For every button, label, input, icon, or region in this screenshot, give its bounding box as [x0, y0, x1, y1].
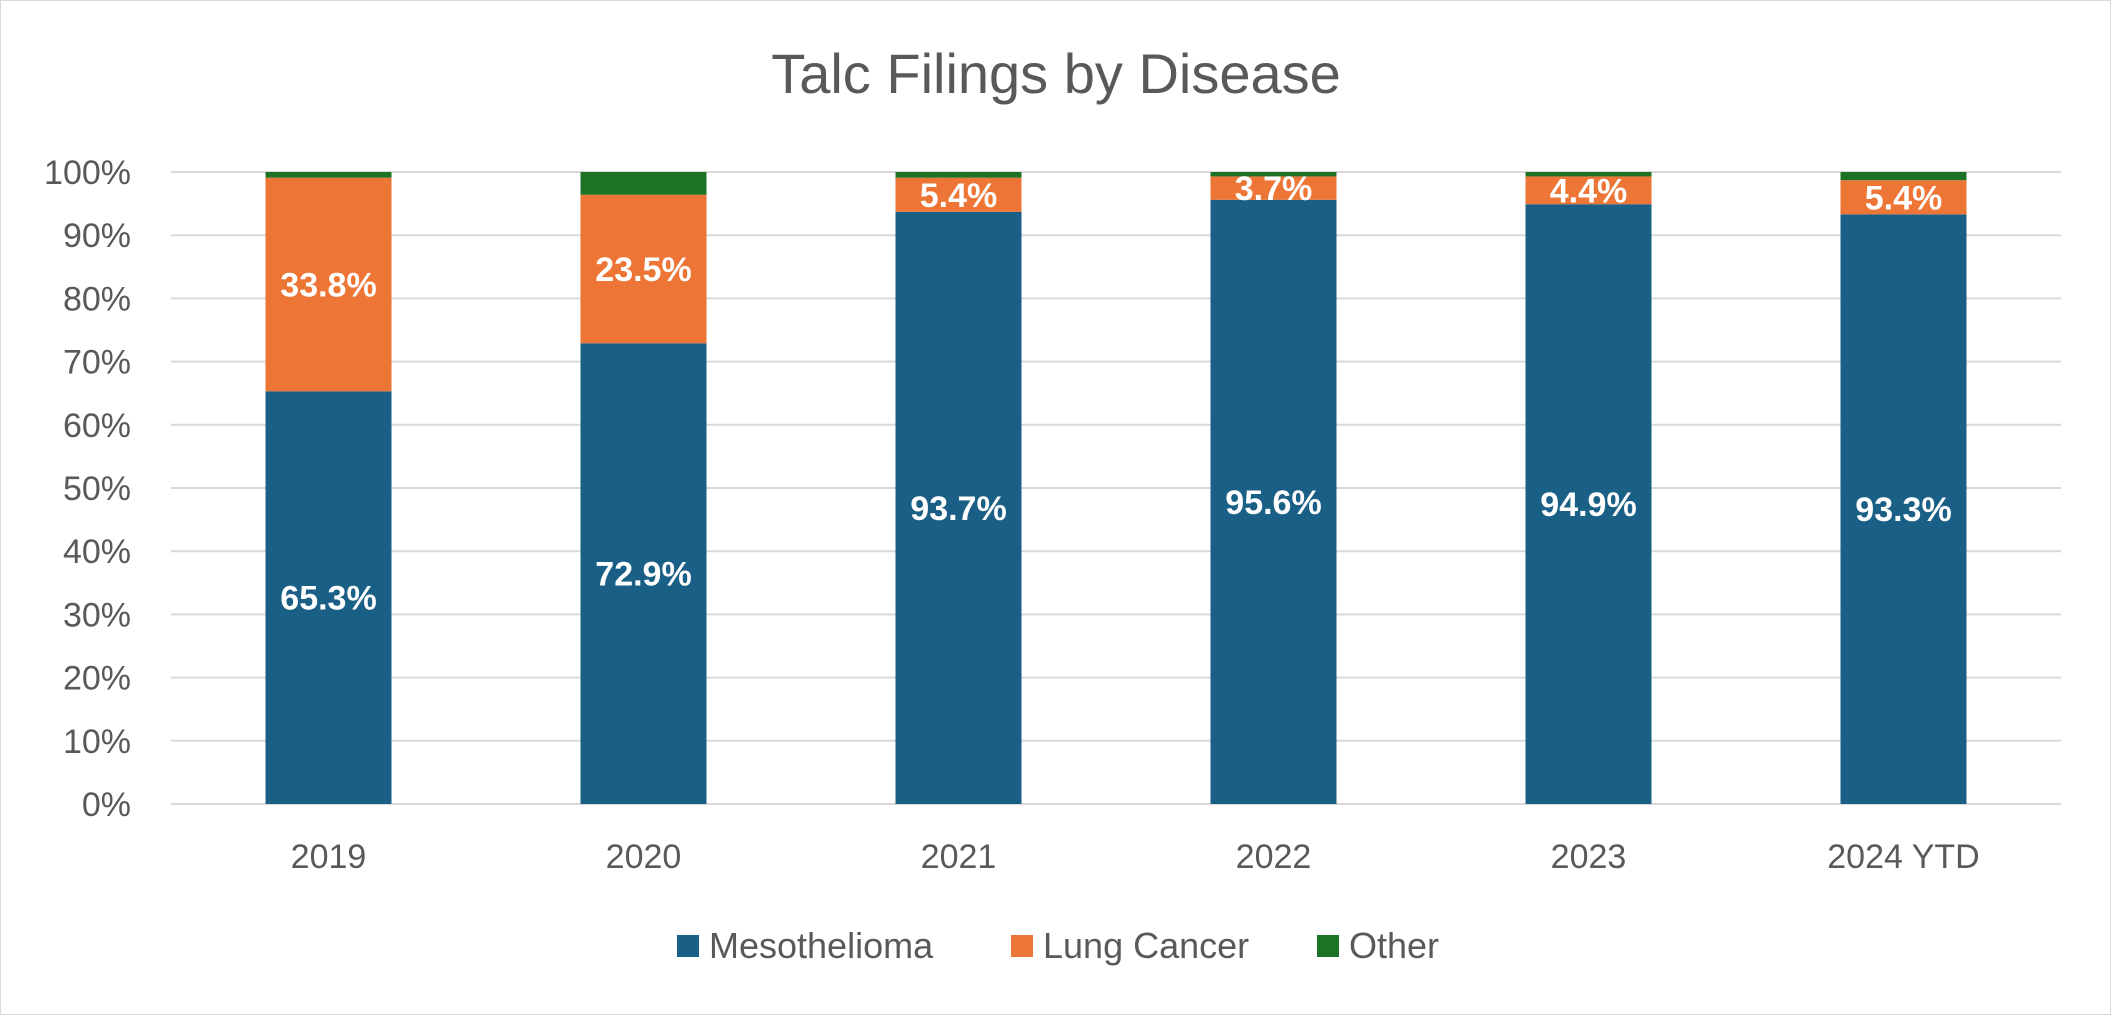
bar-segment-lung-cancer [1525, 176, 1652, 205]
y-tick-label: 70% [63, 344, 131, 382]
legend-label: Mesothelioma [709, 925, 934, 966]
bar-segment-other [895, 172, 1022, 178]
data-label: 5.4% [920, 177, 998, 215]
bar-segment-lung-cancer [1840, 180, 1967, 215]
x-tick-label: 2019 [291, 838, 367, 876]
legend-swatch [1317, 935, 1339, 957]
bar-segment-lung-cancer [1210, 176, 1337, 200]
data-label: 94.9% [1540, 486, 1636, 524]
y-tick-label: 50% [63, 470, 131, 508]
bars-layer [265, 172, 1967, 805]
legend: Mesothelioma Lung Cancer Other [677, 925, 1439, 966]
bar-segment-mesothelioma [1210, 199, 1337, 805]
bar-segment-mesothelioma [580, 343, 707, 804]
y-axis-ticks: 0% 10% 20% 30% 40% 50% 60% 70% 80% 90% 100% [44, 154, 131, 824]
y-tick-label: 90% [63, 217, 131, 255]
legend-swatch [677, 935, 699, 957]
grid-layer [171, 171, 2061, 805]
x-axis-ticks: 2019 2020 2021 2022 2023 2024 YTD [291, 838, 1980, 876]
y-tick-label: 0% [82, 786, 131, 824]
bar-segment-other [580, 172, 707, 195]
y-tick-label: 40% [63, 533, 131, 571]
data-label: 4.4% [1550, 172, 1628, 210]
x-tick-label: 2023 [1551, 838, 1627, 876]
data-label: 93.7% [910, 490, 1006, 528]
bar-segment-other [265, 172, 392, 178]
y-tick-label: 30% [63, 596, 131, 634]
bar-segment-mesothelioma [265, 391, 392, 804]
bar-segment-other [1525, 172, 1652, 177]
data-label: 95.6% [1225, 484, 1321, 522]
x-tick-label: 2022 [1236, 838, 1312, 876]
bar-segment-lung-cancer [580, 194, 707, 344]
bar-segment-mesothelioma [1840, 214, 1967, 804]
x-tick-label: 2020 [606, 838, 682, 876]
data-label: 33.8% [280, 266, 376, 304]
bar-segment-other [1840, 172, 1967, 181]
chart-title: Talc Filings by Disease [771, 42, 1341, 105]
y-tick-label: 80% [63, 280, 131, 318]
data-label: 23.5% [595, 251, 691, 289]
data-label: 65.3% [280, 580, 376, 618]
data-labels-layer: 65.3% 33.8% 72.9% 23.5% 93.7% 5.4% 95.6% 3.7% 94… [280, 170, 1951, 618]
y-tick-label: 100% [44, 154, 131, 192]
y-tick-label: 10% [63, 723, 131, 761]
bar-segment-lung-cancer [265, 177, 392, 392]
bar-segment-lung-cancer [895, 177, 1022, 212]
bar-segment-mesothelioma [895, 211, 1022, 805]
legend-label: Lung Cancer [1043, 925, 1249, 966]
legend-swatch [1011, 935, 1033, 957]
bar-segment-other [1210, 172, 1337, 177]
y-tick-label: 20% [63, 660, 131, 698]
data-label: 93.3% [1855, 491, 1951, 529]
x-tick-label: 2024 YTD [1827, 838, 1979, 876]
data-label: 5.4% [1865, 179, 1943, 217]
data-label: 72.9% [595, 556, 691, 594]
y-tick-label: 60% [63, 407, 131, 445]
bar-segment-mesothelioma [1525, 204, 1652, 804]
x-tick-label: 2021 [921, 838, 997, 876]
legend-label: Other [1349, 925, 1439, 966]
data-label: 3.7% [1235, 170, 1313, 208]
